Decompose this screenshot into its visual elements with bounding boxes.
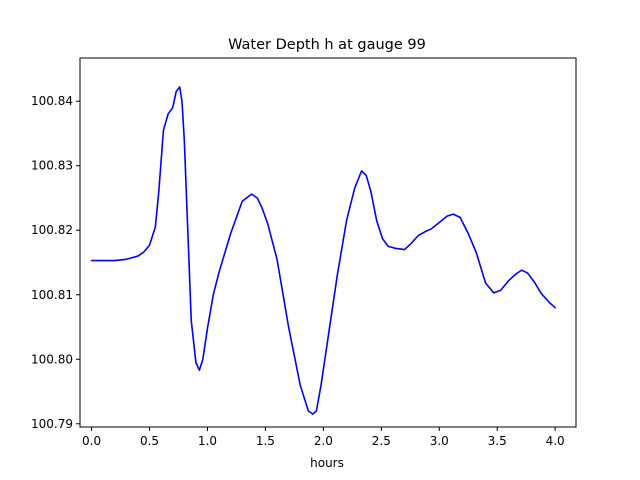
series-line-0 (90, 86, 556, 415)
y-tick-label: 100.79 (31, 417, 73, 431)
y-tick-label: 100.80 (31, 352, 73, 366)
y-tick-label: 100.84 (31, 94, 73, 108)
x-tick-label: 0.5 (140, 434, 159, 448)
plot-frame (79, 57, 577, 428)
x-tick-label: 4.0 (546, 434, 565, 448)
x-tick-label: 2.5 (372, 434, 391, 448)
chart-title: Water Depth h at gauge 99 (228, 37, 426, 53)
x-tick-label: 1.0 (198, 434, 217, 448)
y-tick-label: 100.83 (31, 159, 73, 173)
x-tick-label: 1.5 (256, 434, 275, 448)
plot-area: 0.0 0.5 1.0 1.5 2.0 2.5 3.0 3.5 4.0 100.79 100.80 1… (31, 57, 577, 448)
x-tick-label: 0.0 (82, 434, 101, 448)
x-tick-label: 2.0 (314, 434, 333, 448)
y-tick-label: 100.81 (31, 288, 73, 302)
x-tick-label: 3.5 (488, 434, 507, 448)
x-tick-label: 3.0 (430, 434, 449, 448)
x-axis-title: hours (310, 456, 344, 470)
y-tick-label: 100.82 (31, 223, 73, 237)
